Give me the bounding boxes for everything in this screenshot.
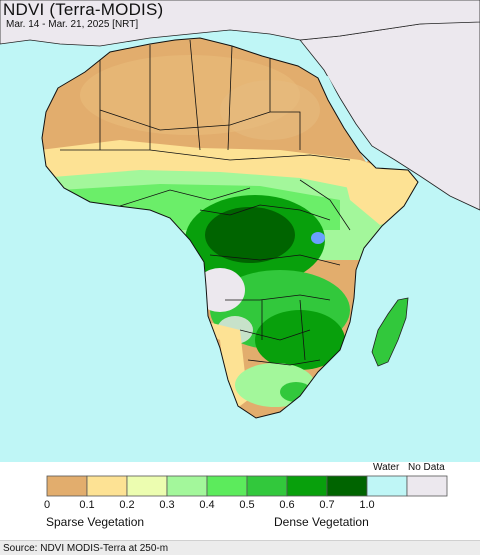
- europe-land: [0, 0, 480, 47]
- legend-swatch-nodata: [406, 475, 448, 497]
- madagascar: [371, 297, 409, 367]
- legend-swatch-5: [246, 475, 288, 497]
- legend-swatch-7: [326, 475, 368, 497]
- legend-tick-label: 0.3: [159, 499, 175, 511]
- country-borders: [60, 39, 351, 366]
- legend-tick-label: 0.4: [199, 499, 215, 511]
- map-title: NDVI (Terra-MODIS): [3, 0, 164, 19]
- legend-swatch-3: [166, 475, 208, 497]
- legend-tick-label: 1.0: [359, 499, 375, 511]
- legend-tick-label: 0.1: [79, 499, 95, 511]
- legend-swatch-1: [86, 475, 128, 497]
- legend-water-label: Water: [373, 462, 400, 473]
- legend-swatch-2: [126, 475, 168, 497]
- legend-swatch-water: [366, 475, 408, 497]
- legend-colorbar: [46, 475, 448, 497]
- africa-map-svg: [0, 0, 480, 419]
- legend-tick-label: 0.2: [119, 499, 135, 511]
- legend-swatch-4: [206, 475, 248, 497]
- legend: Water No Data 0 0.1 0.2 0.3 0.4 0.5 0.6 0.7 1.0 …: [0, 462, 480, 555]
- red-sea: [318, 76, 374, 162]
- legend-tick-label: 0.6: [279, 499, 295, 511]
- ndvi-map: NDVI (Terra-MODIS) Mar. 14 - Mar. 21, 20…: [0, 0, 480, 462]
- legend-high-label: Dense Vegetation: [274, 515, 369, 529]
- map-subtitle: Mar. 14 - Mar. 21, 2025 [NRT]: [6, 19, 139, 30]
- legend-low-label: Sparse Vegetation: [46, 515, 145, 529]
- legend-tick-label: 0: [43, 499, 51, 511]
- lake-victoria: [311, 232, 325, 244]
- legend-swatch-0: [46, 475, 88, 497]
- legend-tick-label: 0.5: [239, 499, 255, 511]
- source-note: Source: NDVI MODIS-Terra at 250-m: [0, 540, 480, 555]
- africa-coastline: [41, 37, 419, 419]
- legend-swatch-6: [286, 475, 328, 497]
- legend-tick-label: 0.7: [319, 499, 335, 511]
- legend-nodata-label: No Data: [408, 462, 445, 473]
